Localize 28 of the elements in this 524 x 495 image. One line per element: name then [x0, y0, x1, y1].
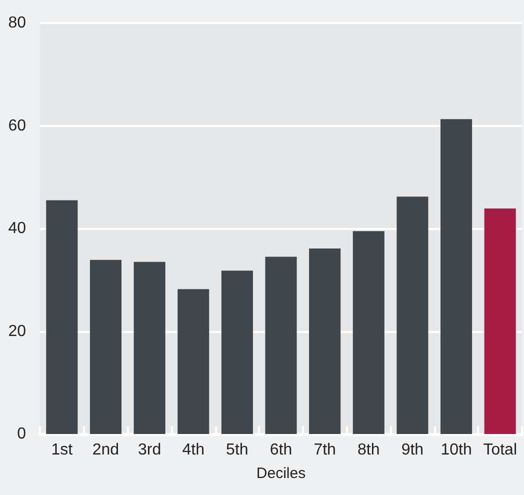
- y-tick-label: 20: [8, 322, 26, 340]
- x-tick-label: Total: [483, 442, 517, 458]
- x-tick-label: 9th: [401, 442, 424, 458]
- x-tick-label: 3rd: [138, 442, 162, 458]
- bar: [309, 248, 341, 434]
- x-tick-label: 1st: [51, 442, 74, 458]
- bar: [134, 262, 166, 434]
- bar: [440, 119, 472, 434]
- y-tick-label: 40: [8, 220, 26, 237]
- x-tick-label: 8th: [358, 442, 380, 458]
- bar: [352, 231, 384, 434]
- x-tick-label: 2nd: [92, 442, 120, 458]
- y-tick-label: 60: [8, 117, 26, 134]
- x-axis-title: Deciles: [256, 465, 306, 482]
- x-tick-label: 4th: [182, 442, 204, 458]
- x-tick-label: 7th: [314, 442, 336, 458]
- y-tick-label: 80: [8, 14, 26, 32]
- bar: [221, 270, 253, 434]
- x-tick-label: 10th: [440, 442, 472, 458]
- x-tick-label: 5th: [226, 442, 248, 458]
- y-tick-label: 0: [17, 426, 26, 442]
- x-tick-label: 6th: [270, 442, 292, 458]
- bar: [396, 196, 428, 434]
- bar: [90, 260, 122, 434]
- bar: [265, 256, 297, 434]
- bar: [178, 289, 210, 434]
- bar: [46, 200, 78, 434]
- bar: [484, 208, 516, 434]
